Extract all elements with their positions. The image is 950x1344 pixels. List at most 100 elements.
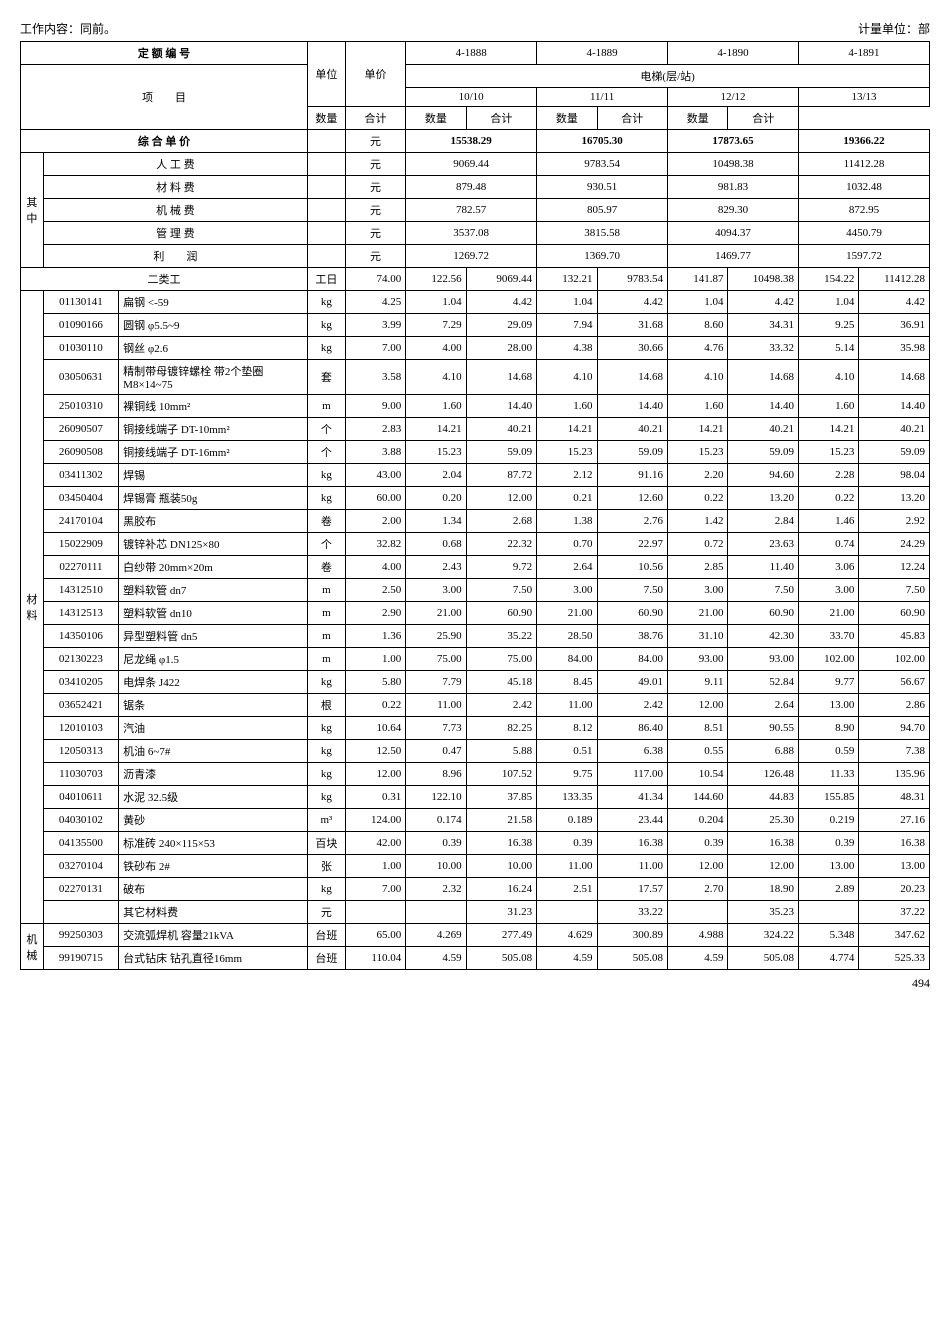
material-unit: 百块 — [308, 832, 346, 855]
material-price: 9.00 — [345, 395, 405, 418]
material-unit: 个 — [308, 441, 346, 464]
machine-cell: 4.59 — [668, 947, 728, 970]
material-cell: 10.00 — [406, 855, 466, 878]
material-cell: 11.00 — [597, 855, 668, 878]
material-cell: 7.73 — [406, 717, 466, 740]
material-cell: 15.23 — [537, 441, 597, 464]
material-cell: 7.50 — [728, 579, 799, 602]
qizhong-val: 829.30 — [668, 199, 799, 222]
material-price: 3.99 — [345, 314, 405, 337]
material-row: 25010310裸铜线 10mm²m9.001.6014.401.6014.40… — [21, 395, 930, 418]
material-cell: 4.42 — [466, 291, 537, 314]
material-code: 01130141 — [43, 291, 119, 314]
material-name: 尼龙绳 φ1.5 — [119, 648, 308, 671]
material-cell: 56.67 — [859, 671, 930, 694]
material-cell: 31.68 — [597, 314, 668, 337]
measure-unit: 计量单位：部 — [858, 20, 930, 37]
material-cell: 0.51 — [537, 740, 597, 763]
material-row: 14350106异型塑料管 dn5m1.3625.9035.2228.5038.… — [21, 625, 930, 648]
material-cell: 1.60 — [798, 395, 858, 418]
material-cell: 4.10 — [537, 360, 597, 395]
material-cell: 23.44 — [597, 809, 668, 832]
material-row: 04030102黄砂m³124.000.17421.580.18923.440.… — [21, 809, 930, 832]
material-cell: 35.22 — [466, 625, 537, 648]
material-cell: 13.20 — [728, 487, 799, 510]
material-price: 32.82 — [345, 533, 405, 556]
material-cell: 2.42 — [466, 694, 537, 717]
qty-h-3: 数量 — [668, 107, 728, 130]
material-row: 15022909镀锌补芯 DN125×80个32.820.6822.320.70… — [21, 533, 930, 556]
spec-1: 11/11 — [537, 88, 668, 107]
machine-price: 110.04 — [345, 947, 405, 970]
material-side: 材料 — [21, 291, 44, 924]
material-price: 10.64 — [345, 717, 405, 740]
material-cell: 0.39 — [798, 832, 858, 855]
machine-cell: 525.33 — [859, 947, 930, 970]
material-name: 电焊条 J422 — [119, 671, 308, 694]
material-cell: 3.00 — [537, 579, 597, 602]
qizhong-row: 材 料 费元879.48930.51981.831032.48 — [21, 176, 930, 199]
material-cell: 12.24 — [859, 556, 930, 579]
material-cell: 33.22 — [597, 901, 668, 924]
qizhong-val: 782.57 — [406, 199, 537, 222]
machine-cell: 4.629 — [537, 924, 597, 947]
material-cell: 0.22 — [668, 487, 728, 510]
material-cell: 11.00 — [406, 694, 466, 717]
price-header: 单价 — [345, 42, 405, 107]
qizhong-unit: 元 — [345, 222, 405, 245]
material-cell: 0.47 — [406, 740, 466, 763]
qizhong-val: 3815.58 — [537, 222, 668, 245]
material-cell: 4.42 — [859, 291, 930, 314]
material-cell: 2.64 — [728, 694, 799, 717]
material-row: 02270111白纱带 20mm×20m卷4.002.439.722.6410.… — [21, 556, 930, 579]
material-name: 机油 6~7# — [119, 740, 308, 763]
material-cell: 0.174 — [406, 809, 466, 832]
material-cell: 8.45 — [537, 671, 597, 694]
material-unit: 个 — [308, 418, 346, 441]
material-row: 03411302焊锡kg43.002.0487.722.1291.162.209… — [21, 464, 930, 487]
material-unit: 卷 — [308, 510, 346, 533]
material-unit: kg — [308, 314, 346, 337]
material-cell: 8.51 — [668, 717, 728, 740]
material-cell: 36.91 — [859, 314, 930, 337]
code-2: 4-1890 — [668, 42, 799, 65]
material-code: 02270131 — [43, 878, 119, 901]
material-code: 12050313 — [43, 740, 119, 763]
material-cell: 9.75 — [537, 763, 597, 786]
material-price: 12.50 — [345, 740, 405, 763]
material-cell: 35.98 — [859, 337, 930, 360]
material-cell: 0.22 — [798, 487, 858, 510]
machine-cell: 4.59 — [537, 947, 597, 970]
material-cell: 29.09 — [466, 314, 537, 337]
material-cell: 93.00 — [728, 648, 799, 671]
qty-h-1: 数量 — [406, 107, 466, 130]
material-unit: kg — [308, 717, 346, 740]
material-cell: 14.68 — [859, 360, 930, 395]
material-cell: 17.57 — [597, 878, 668, 901]
qizhong-val: 9783.54 — [537, 153, 668, 176]
material-cell: 41.34 — [597, 786, 668, 809]
material-cell: 8.60 — [668, 314, 728, 337]
material-row: 01030110钢丝 φ2.6kg7.004.0028.004.3830.664… — [21, 337, 930, 360]
qizhong-val: 11412.28 — [798, 153, 929, 176]
material-cell: 15.23 — [798, 441, 858, 464]
material-code: 03050631 — [43, 360, 119, 395]
material-cell: 7.29 — [406, 314, 466, 337]
material-row: 02270131破布kg7.002.3216.242.5117.572.7018… — [21, 878, 930, 901]
material-cell: 155.85 — [798, 786, 858, 809]
material-cell: 59.09 — [728, 441, 799, 464]
material-cell: 22.97 — [597, 533, 668, 556]
material-price: 0.31 — [345, 786, 405, 809]
machine-cell: 505.08 — [728, 947, 799, 970]
material-cell: 8.90 — [798, 717, 858, 740]
qizhong-val: 872.95 — [798, 199, 929, 222]
machine-row: 机械99250303交流弧焊机 容量21kVA台班65.004.269277.4… — [21, 924, 930, 947]
material-unit: 张 — [308, 855, 346, 878]
code-header: 定 额 编 号 — [21, 42, 308, 65]
machine-unit: 台班 — [308, 924, 346, 947]
material-price: 43.00 — [345, 464, 405, 487]
sum-h-3: 合计 — [728, 107, 799, 130]
material-cell: 7.50 — [466, 579, 537, 602]
material-code: 14350106 — [43, 625, 119, 648]
material-cell: 2.28 — [798, 464, 858, 487]
